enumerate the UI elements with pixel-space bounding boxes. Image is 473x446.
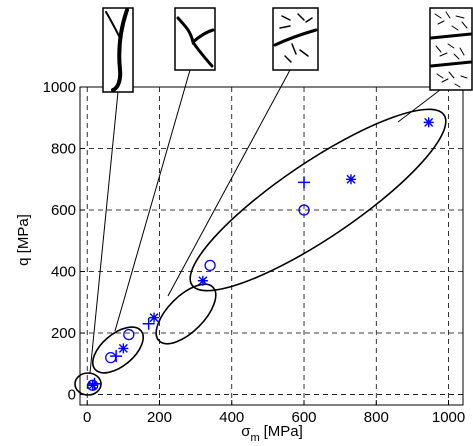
y-tick-label: 600 <box>51 202 76 219</box>
y-tick-label: 0 <box>68 387 76 404</box>
y-axis-label: q [MPa] <box>15 214 32 266</box>
x-tick-label: 0 <box>83 409 91 426</box>
y-tick-label: 1000 <box>43 79 76 96</box>
x-label-subscript: m <box>250 432 259 444</box>
crack-insets <box>103 8 472 92</box>
point <box>88 380 98 390</box>
chart: q [MPa] σm[MPa] 0 200 400 600 800 1000 0 200 400… <box>0 0 473 446</box>
x-tick-label: 400 <box>219 409 244 426</box>
point <box>118 343 128 353</box>
point <box>149 313 159 323</box>
point <box>346 174 356 184</box>
plot-area <box>80 87 463 405</box>
x-axis-label: σm[MPa] <box>241 423 303 444</box>
y-tick-label: 400 <box>51 264 76 281</box>
y-tick-label: 800 <box>51 141 76 158</box>
point <box>424 117 434 127</box>
point <box>198 276 208 286</box>
x-tick-label: 1000 <box>432 409 465 426</box>
x-tick-label: 600 <box>292 409 317 426</box>
x-tick-label: 200 <box>147 409 172 426</box>
inset <box>273 8 318 70</box>
x-tick-label: 800 <box>364 409 389 426</box>
plot-frame <box>80 87 463 405</box>
y-tick-label: 200 <box>51 325 76 342</box>
